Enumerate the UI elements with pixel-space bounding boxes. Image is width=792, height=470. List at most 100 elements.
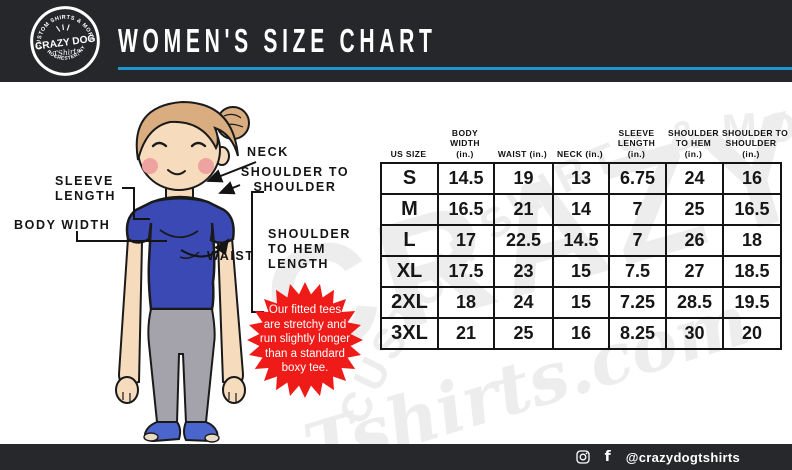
value-cell: 17.5 [437,255,495,288]
woman-illustration [76,100,264,443]
table-row: 3XL 21 25 16 8.25 30 20 [380,317,782,350]
value-cell: 24 [665,162,724,195]
value-cell: 26 [665,224,724,257]
column-header: BODY WIDTH (in.) [450,127,480,159]
value-cell: 15 [552,286,610,319]
facebook-icon[interactable]: f [604,449,611,465]
value-cell: 18.5 [722,255,782,288]
label-waist: WAIST [207,249,255,263]
value-cell: 21 [437,317,495,350]
table-row: 2XL 18 24 15 7.25 28.5 19.5 [380,286,782,319]
social-handle[interactable]: @crazydogtshirts [625,449,740,465]
value-cell: 7.5 [608,255,667,288]
value-cell: 17 [437,224,495,257]
fitted-tee-badge [247,282,363,398]
instagram-icon[interactable] [575,450,590,464]
page-title: WOMEN'S SIZE CHART [118,22,437,60]
value-cell: 7 [608,224,667,257]
value-cell: 16.5 [437,193,495,226]
value-cell: 18 [722,224,782,257]
value-cell: 22.5 [493,224,554,257]
title-underline [118,67,792,70]
shirt-fold [159,229,199,239]
right-cheek [198,158,214,174]
label-neck: NECK [247,145,289,159]
size-cell: M [380,193,439,226]
value-cell: 19.5 [722,286,782,319]
value-cell: 23 [493,255,554,288]
size-cell: L [380,224,439,257]
value-cell: 14 [552,193,610,226]
label-shoulder-to-shoulder: SHOULDER TO SHOULDER [240,165,350,194]
logo-rays-icon [55,24,70,32]
main-content: CUSTOM SHIRTS & MORE CRAZY Tshirts.com [0,82,792,444]
table-row: S 14.5 19 13 6.75 24 16 [380,162,782,195]
crazy-dog-logo: CUSTOM SHIRTS & MORE ROCHESTER, NY CRAZY… [30,6,100,76]
neck-arrow [206,161,257,183]
logo-script: TShirts [52,46,81,59]
value-cell: 14.5 [437,162,495,195]
value-cell: 16 [722,162,782,195]
value-cell: 30 [665,317,724,350]
value-cell: 6.75 [608,162,667,195]
column-header: SHOULDER TO HEM (in.) [668,127,719,159]
value-cell: 18 [437,286,495,319]
size-table-header: US SIZE BODY WIDTH (in.) WAIST (in.) NECK (… [380,118,789,162]
size-table-body: S 14.5 19 13 6.75 24 16 M 16.5 21 14 7 25 16.5 L 17 22.5… [380,162,782,350]
left-arm [117,236,144,387]
left-eye [151,141,168,148]
footer-bar: f @crazydogtshirts [0,444,792,470]
value-cell: 21 [493,193,554,226]
value-cell: 15 [552,255,610,288]
header-bar: CUSTOM SHIRTS & MORE ROCHESTER, NY CRAZY… [0,0,792,82]
right-hand [222,376,246,404]
body-width-line [76,231,167,242]
value-cell: 13 [552,162,610,195]
value-cell: 25 [665,193,724,226]
value-cell: 19 [493,162,554,195]
column-header: US SIZE [390,148,427,159]
smile [167,169,186,176]
value-cell: 8.25 [608,317,667,350]
table-row: L 17 22.5 14.5 7 26 18 [380,224,782,257]
label-body-width: BODY WIDTH [14,218,111,232]
table-row: M 16.5 21 14 7 25 16.5 [380,193,782,226]
hair [135,100,239,161]
column-header: WAIST (in.) [497,148,548,159]
collar [151,197,209,203]
column-header: SHOULDER TO SHOULDER (in.) [722,127,789,159]
column-header: SLEEVE LENGTH (in.) [617,127,656,159]
left-cheek [142,158,158,174]
value-cell: 20 [722,317,782,350]
value-cell: 7.25 [608,286,667,319]
waist-arrow [180,238,230,258]
size-cell: 2XL [380,286,439,319]
value-cell: 16.5 [722,193,782,226]
value-cell: 25 [493,317,554,350]
size-table: US SIZE BODY WIDTH (in.) WAIST (in.) NECK (… [380,118,789,350]
left-hand [115,376,139,404]
size-cell: XL [380,255,439,288]
size-table-grid: S 14.5 19 13 6.75 24 16 M 16.5 21 14 7 25 16.5 L 17 22.5… [380,162,782,350]
sleeve-length-bracket [122,187,150,220]
shoulder-arrow [218,181,241,195]
measurement-connectors [76,161,264,313]
size-cell: 3XL [380,317,439,350]
pants [147,308,216,425]
value-cell: 16 [552,317,610,350]
size-cell: S [380,162,439,195]
logo-ring [30,6,100,76]
starburst-icon [247,282,363,398]
label-sleeve-length: SLEEVE LENGTH [55,174,116,203]
value-cell: 7 [608,193,667,226]
value-cell: 14.5 [552,224,610,257]
fitted-tee-note: Our fitted tees are stretchy and run sli… [259,304,351,374]
table-row: XL 17.5 23 15 7.5 27 18.5 [380,255,782,288]
label-shoulder-to-hem: SHOULDER TO HEM LENGTH [268,227,351,271]
right-eye [190,141,207,148]
value-cell: 27 [665,255,724,288]
column-header: NECK (in.) [556,148,604,159]
value-cell: 24 [493,286,554,319]
value-cell: 28.5 [665,286,724,319]
